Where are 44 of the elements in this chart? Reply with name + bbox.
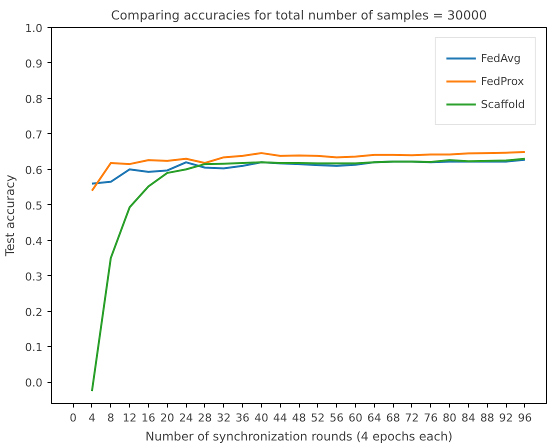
x-tick-label: 44 (273, 412, 288, 424)
line-series (90, 151, 526, 192)
x-tick-label: 92 (499, 412, 514, 424)
y-tick-label: 0.4 (25, 234, 43, 248)
x-tick-label: 96 (518, 412, 532, 424)
x-tick-label: 28 (198, 412, 212, 424)
x-tick-label: 48 (292, 412, 306, 424)
x-tick-label: 40 (254, 412, 268, 424)
legend-label: Scaffold (480, 98, 525, 110)
x-tick-label: 20 (160, 412, 174, 424)
legend-label: FedProx (480, 74, 524, 88)
y-tick-label: 0.2 (25, 306, 43, 319)
x-tick-label: 52 (310, 412, 325, 424)
chart-title: Comparing accuracies for total number of samples = 30000 (111, 8, 487, 22)
x-tick-label: 24 (179, 412, 194, 424)
y-axis-title: Test accuracy (3, 174, 18, 258)
x-tick-label: 16 (141, 412, 156, 424)
y-tick-label: 0.8 (25, 92, 43, 106)
y-tick-label: 0.9 (25, 57, 43, 70)
x-axis-title: Number of synchronization rounds (4 epochs each) (145, 430, 453, 444)
y-tick-label: 0.6 (25, 164, 43, 177)
x-tick-label: 60 (348, 412, 362, 424)
x-tick-label: 80 (442, 412, 457, 424)
y-tick-label: 1.0 (25, 22, 43, 35)
x-tick-label: 84 (461, 412, 476, 424)
x-tick-label: 36 (236, 412, 250, 424)
x-tick-label: 88 (480, 412, 494, 424)
x-tick-label: 12 (122, 412, 137, 424)
y-tick-label: 0.0 (25, 376, 43, 390)
y-tick-label: 0.3 (25, 270, 43, 284)
x-tick-label: 76 (424, 412, 438, 424)
x-tick-label: 8 (107, 412, 114, 424)
legend-label: FedAvg (480, 52, 521, 64)
x-tick-label: 68 (386, 412, 400, 424)
x-tick-label: 4 (88, 412, 96, 424)
y-tick-label: 0.7 (25, 128, 43, 142)
y-tick-label: 0.5 (25, 199, 43, 212)
x-tick-label: 64 (367, 412, 382, 424)
line-series (90, 158, 526, 392)
x-tick-label: 0 (70, 412, 77, 424)
y-tick-label: 0.1 (25, 341, 43, 354)
x-tick-label: 32 (216, 412, 231, 424)
x-tick-label: 72 (404, 412, 419, 424)
x-tick-label: 56 (330, 412, 344, 424)
